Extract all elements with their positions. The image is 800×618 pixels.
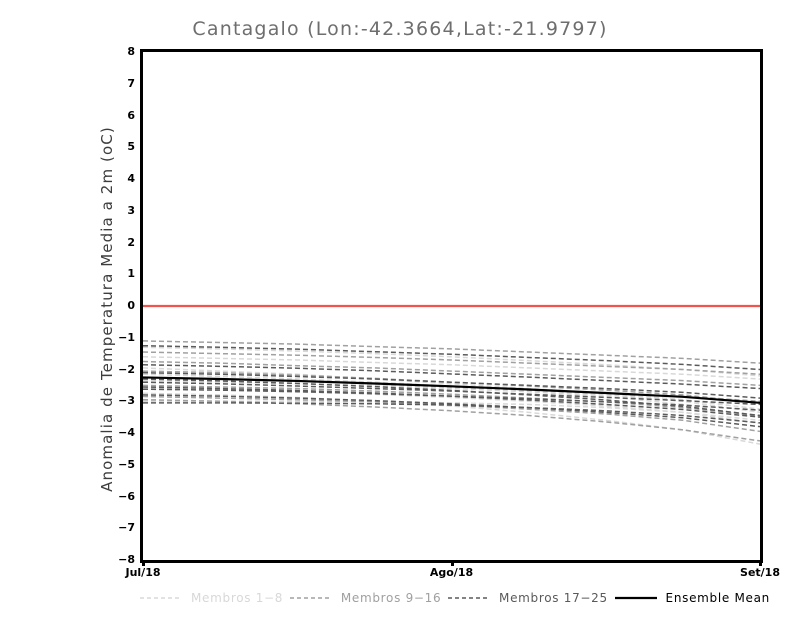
y-axis-tick-label: −7 bbox=[118, 521, 135, 535]
x-axis-tick-mark bbox=[450, 560, 454, 566]
legend-line-swatch-icon bbox=[448, 593, 491, 603]
plot-area bbox=[140, 49, 763, 563]
member-line bbox=[143, 367, 760, 410]
y-axis-tick-label: 7 bbox=[127, 76, 135, 90]
y-axis-tick-label: 6 bbox=[127, 108, 135, 122]
x-axis-tick-label: Jul/18 bbox=[125, 566, 161, 579]
legend-line-swatch-icon bbox=[140, 593, 182, 603]
y-axis-tick-label: 4 bbox=[127, 172, 135, 185]
legend-label: Membros 17−25 bbox=[499, 591, 608, 605]
member-line bbox=[143, 400, 760, 422]
member-line bbox=[143, 360, 760, 387]
legend-item[interactable]: Ensemble Mean bbox=[614, 591, 770, 605]
member-line bbox=[143, 386, 760, 418]
member-line bbox=[143, 402, 760, 424]
x-axis-tick-labels: Jul/18 Ago/18 Set/18 bbox=[0, 566, 800, 582]
y-axis-tick-label: 5 bbox=[127, 140, 135, 154]
legend-item[interactable]: Membros 1−8 bbox=[140, 591, 283, 605]
chart-title: Cantagalo (Lon:-42.3664,Lat:-21.9797) bbox=[192, 18, 608, 40]
legend-item[interactable]: Membros 9−16 bbox=[289, 591, 442, 605]
y-axis-tick-label: −8 bbox=[118, 553, 135, 566]
x-axis-tick-mark bbox=[142, 560, 145, 566]
y-axis-tick-label: 2 bbox=[127, 235, 135, 249]
member-line bbox=[143, 356, 760, 380]
member-line bbox=[143, 344, 760, 371]
member-line bbox=[143, 398, 760, 442]
x-axis-tick-mark bbox=[759, 560, 762, 566]
legend-label: Membros 9−16 bbox=[340, 591, 442, 605]
x-axis-tick-label: Ago/18 bbox=[429, 566, 474, 579]
legend-line-swatch-icon bbox=[289, 593, 332, 603]
x-axis-tick-marks bbox=[0, 560, 800, 567]
y-axis-tick-label: −4 bbox=[118, 426, 135, 439]
ensemble-mean-line bbox=[143, 376, 760, 404]
y-axis-tick-label: −1 bbox=[118, 330, 135, 344]
y-axis-tick-label: 1 bbox=[127, 267, 135, 281]
y-axis-tick-label: 8 bbox=[127, 45, 135, 58]
member-line bbox=[143, 351, 760, 376]
y-axis-tick-label: −5 bbox=[118, 457, 135, 471]
y-axis-tick-label: −3 bbox=[118, 394, 135, 408]
member-line bbox=[143, 384, 760, 417]
member-line bbox=[143, 371, 760, 399]
y-axis-tick-label: −6 bbox=[118, 489, 135, 503]
member-line bbox=[143, 394, 760, 428]
x-axis-tick-label: Set/18 bbox=[740, 566, 780, 579]
member-line bbox=[143, 363, 760, 390]
legend-item[interactable]: Membros 17−25 bbox=[448, 591, 608, 605]
legend-label: Membros 1−8 bbox=[191, 591, 284, 605]
legend-label: Ensemble Mean bbox=[665, 591, 770, 605]
y-axis-tick-label: −2 bbox=[118, 362, 135, 376]
y-axis-tick-label: 0 bbox=[127, 299, 135, 312]
y-axis-tick-labels: 8 7 6 5 4 3 2 1 0 −1 −2 −3 −4 −5 −6 −7 −8 bbox=[103, 45, 135, 566]
member-line bbox=[143, 340, 760, 364]
series-plot bbox=[143, 304, 760, 445]
member-line bbox=[143, 379, 760, 418]
member-line bbox=[143, 378, 760, 417]
legend-line-swatch-icon bbox=[614, 593, 657, 603]
y-axis-tick-label: 3 bbox=[127, 203, 135, 217]
chart-legend: Membros 1−8 Membros 9−16 Membros 17−25 Ense… bbox=[140, 588, 770, 608]
